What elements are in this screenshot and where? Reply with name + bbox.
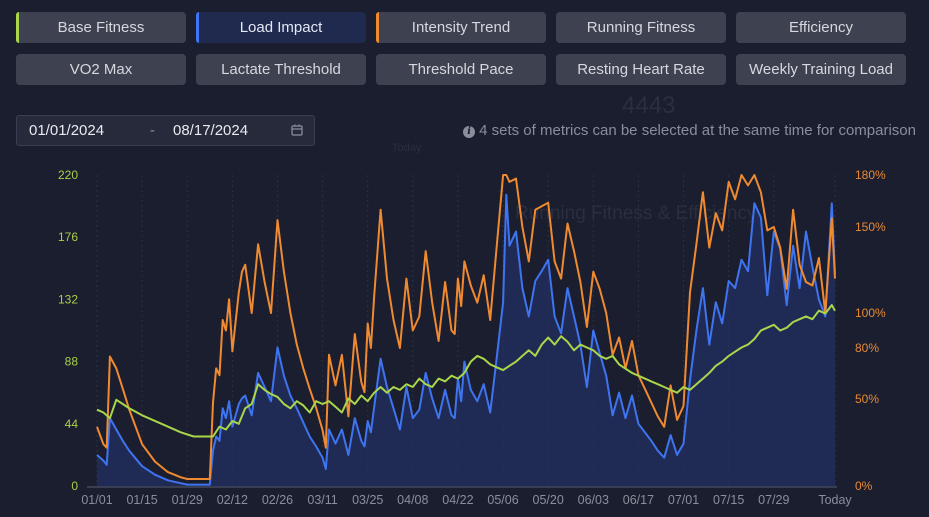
y-left-tick-label: 88 (65, 355, 79, 369)
x-tick-label: 03/25 (352, 493, 383, 507)
y-left-tick-label: 132 (58, 292, 78, 306)
x-tick-label: 04/22 (442, 493, 473, 507)
metric-color-indicator (376, 12, 379, 43)
load-impact-area (97, 194, 835, 487)
metric-button-label: Weekly Training Load (749, 61, 893, 78)
metric-color-indicator (196, 12, 199, 43)
metric-button-vo2-max[interactable]: VO2 Max (16, 54, 186, 85)
x-tick-label: 06/03 (578, 493, 609, 507)
metric-button-label: Running Fitness (586, 19, 696, 36)
x-tick-label: 07/01 (668, 493, 699, 507)
intensity-trend-line[interactable] (96, 174, 836, 480)
x-tick-label: 07/15 (713, 493, 744, 507)
metric-button-intensity-trend[interactable]: Intensity Trend (376, 12, 546, 43)
metric-button-label: Threshold Pace (408, 61, 514, 78)
metric-button-load-impact[interactable]: Load Impact (196, 12, 366, 43)
metric-button-lactate-threshold[interactable]: Lactate Threshold (196, 54, 366, 85)
y-right-tick-label: 100% (855, 306, 886, 320)
metric-button-resting-heart-rate[interactable]: Resting Heart Rate (556, 54, 726, 85)
metric-button-base-fitness[interactable]: Base Fitness (16, 12, 186, 43)
metric-color-indicator (16, 12, 19, 43)
metric-button-label: Intensity Trend (411, 19, 511, 36)
x-tick-label: 07/29 (758, 493, 789, 507)
metric-button-label: Load Impact (239, 19, 323, 36)
y-left-tick-label: 44 (65, 417, 79, 431)
metric-button-running-fitness[interactable]: Running Fitness (556, 12, 726, 43)
calendar-icon[interactable] (291, 124, 303, 136)
y-right-tick-label: 180% (855, 168, 886, 182)
x-tick-label: 01/15 (126, 493, 157, 507)
x-tick-label: 05/06 (487, 493, 518, 507)
info-icon: i (463, 126, 476, 138)
start-date-input[interactable]: 01/01/2024 (29, 122, 105, 139)
x-tick-label: 05/20 (533, 493, 564, 507)
y-left-tick-label: 0 (71, 479, 78, 493)
metric-button-label: Lactate Threshold (221, 61, 341, 78)
metric-button-label: Base Fitness (57, 19, 145, 36)
x-tick-label: 04/08 (397, 493, 428, 507)
y-right-tick-label: 0% (855, 479, 873, 493)
metric-button-efficiency[interactable]: Efficiency (736, 12, 906, 43)
x-tick-label: 02/12 (217, 493, 248, 507)
metric-button-label: Efficiency (789, 19, 853, 36)
metric-button-label: VO2 Max (69, 61, 133, 78)
y-left-tick-label: 220 (58, 168, 78, 182)
end-date-input[interactable]: 08/17/2024 (173, 122, 249, 139)
x-tick-label: 02/26 (262, 493, 293, 507)
metric-button-label: Resting Heart Rate (577, 61, 705, 78)
hint-text: 4 sets of metrics can be selected at the… (479, 122, 916, 139)
y-right-tick-label: 150% (855, 220, 886, 234)
y-right-tick-label: 80% (855, 341, 879, 355)
date-separator: - (150, 122, 155, 139)
y-left-tick-label: 176 (58, 230, 78, 244)
date-range-picker[interactable]: 01/01/2024 - 08/17/2024 (16, 115, 315, 146)
load-impact-line[interactable] (96, 193, 836, 486)
y-right-tick-label: 50% (855, 392, 879, 406)
x-tick-label: 03/11 (307, 493, 337, 507)
metric-button-weekly-training-load[interactable]: Weekly Training Load (736, 54, 906, 85)
base-fitness-line[interactable] (96, 304, 836, 438)
x-tick-label: Today (818, 493, 852, 507)
metric-button-threshold-pace[interactable]: Threshold Pace (376, 54, 546, 85)
x-tick-label: 06/17 (623, 493, 654, 507)
x-tick-label: 01/01 (81, 493, 112, 507)
x-tick-label: 01/29 (172, 493, 203, 507)
